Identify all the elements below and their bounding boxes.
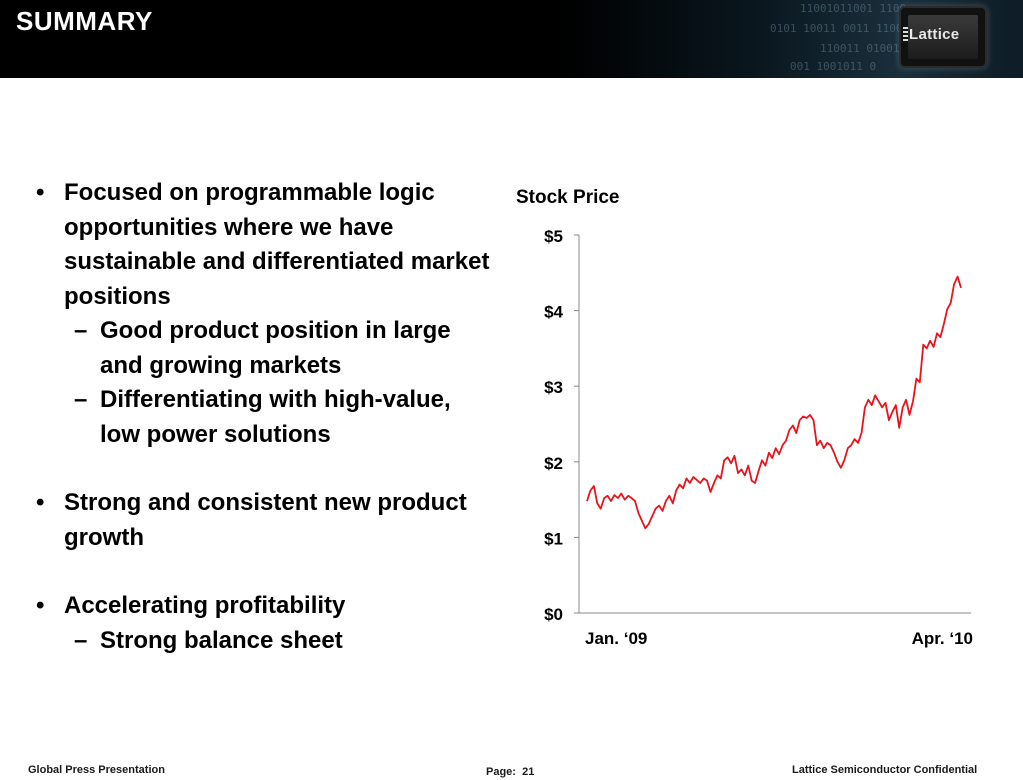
binary-pattern-decoration: 11001011001 1100 [800, 2, 906, 15]
sub-bullet-mark: – [74, 317, 88, 344]
sub-bullet-mark: – [74, 626, 88, 654]
bullet-item: • Strong and consistent new product grow… [36, 486, 496, 555]
title-bar: 11001011001 1100 0101 10011 0011 1100 11… [0, 0, 1023, 78]
series-line [586, 275, 962, 530]
sub-bullet-item: – Good product position in large and gro… [36, 314, 496, 383]
lattice-chip-logo: Lattice [901, 8, 985, 66]
slide-title: SUMMARY [16, 6, 153, 36]
bullet-list: • Focused on programmable logic opportun… [36, 176, 496, 658]
binary-pattern-decoration: 001 1001011 0 [790, 60, 877, 73]
y-tick-label: $5 [544, 227, 563, 246]
chart-title: Stock Price [516, 187, 620, 208]
binary-pattern-decoration: 110011 01001 [820, 42, 900, 55]
y-tick-label: $2 [544, 454, 563, 473]
bullet-item: • Accelerating profitability [36, 589, 496, 624]
bullet-text: Strong and consistent new product growth [64, 489, 467, 551]
bullet-text: Accelerating profitability [64, 592, 346, 619]
sub-bullet-item: – Strong balance sheet [36, 624, 496, 659]
stock-price-chart: $0 $1 $2 $3 $4 $5 Jan. ‘09 Apr. ‘10 [544, 227, 973, 648]
footer-confidential: Lattice Semiconductor Confidential [792, 764, 978, 776]
bullet-text: Focused on programmable logic opportunit… [64, 179, 490, 310]
footer-page-number: Page: 21 [486, 766, 534, 778]
bullet-mark: • [36, 592, 45, 619]
sub-bullet-text: Strong balance sheet [100, 626, 343, 654]
binary-pattern-decoration: 0101 10011 0011 1100 [770, 22, 903, 35]
bullet-mark: • [36, 489, 45, 516]
page-label: Page: [486, 766, 516, 778]
x-tick-label: Apr. ‘10 [912, 629, 973, 648]
sub-bullet-text: Good product position in large and growi… [100, 317, 451, 379]
y-tick-label: $1 [544, 529, 563, 548]
bullet-mark: • [36, 179, 45, 206]
sub-bullet-mark: – [74, 386, 88, 413]
logo-text: Lattice [909, 26, 960, 43]
y-tick-label: $0 [544, 605, 563, 624]
sub-bullet-item: – Differentiating with high-value, low p… [36, 383, 496, 452]
y-tick-label: $3 [544, 378, 563, 397]
y-tick-label: $4 [544, 303, 563, 322]
x-tick-label: Jan. ‘09 [585, 629, 647, 648]
logo-dots-icon [903, 27, 908, 41]
page-number: 21 [522, 766, 535, 778]
footer-presentation-name: Global Press Presentation [28, 764, 165, 776]
sub-bullet-text: Differentiating with high-value, low pow… [100, 386, 451, 448]
bullet-item: • Focused on programmable logic opportun… [36, 176, 496, 314]
